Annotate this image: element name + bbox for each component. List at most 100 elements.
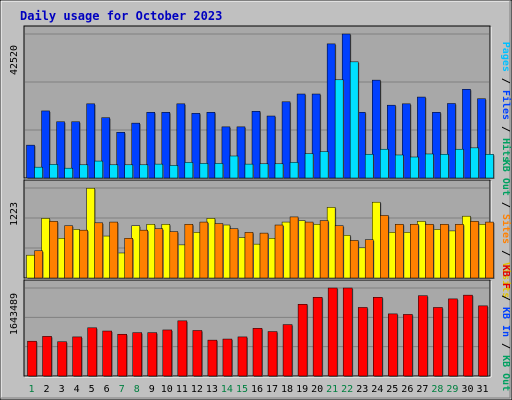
bar-pages-day-9	[154, 163, 164, 179]
x-tick-day-10: 10	[161, 384, 173, 395]
bar-pages-day-20	[319, 151, 329, 179]
bar-files-day-20	[311, 93, 321, 179]
bar-kb-f-day-7	[117, 333, 127, 377]
panels: 42520 Pages / Files / Hits 1223 KB Out / Si…	[9, 25, 512, 391]
bar-kb-f-day-20	[312, 297, 323, 377]
x-tick-day-9: 9	[149, 384, 155, 395]
bar-files-day-18	[281, 101, 291, 179]
x-tick-day-3: 3	[59, 384, 65, 395]
bar-kb-f-day-30	[463, 294, 473, 377]
x-tick-day-13: 13	[206, 384, 218, 395]
bar-sites-day-22	[349, 240, 359, 279]
bar-kb-f-day-18	[282, 324, 293, 377]
bar-kb-f-day-26	[403, 314, 413, 377]
bar-kb-f-day-2	[42, 336, 52, 377]
x-tick-day-12: 12	[191, 384, 203, 395]
bar-kb-f-day-25	[388, 313, 398, 377]
bar-sites-day-1	[34, 250, 43, 279]
bar-files-day-30	[462, 89, 471, 179]
bar-kb-f-day-22	[342, 287, 353, 377]
bar-files-day-26	[402, 103, 411, 179]
bar-kb-f-day-12	[192, 330, 203, 377]
bar-sites-day-23	[364, 239, 374, 279]
bar-kb-f-day-11	[177, 320, 188, 377]
bar-sites-day-12	[199, 221, 209, 279]
bar-files-day-27	[417, 96, 426, 179]
panel-bottom: 1643489 KB F / KB In / KB Out	[9, 265, 511, 391]
bar-kb-f-day-28	[433, 307, 443, 377]
bar-kb-f-day-9	[147, 332, 158, 377]
bar-kb-f-day-15	[237, 336, 248, 377]
x-tick-day-4: 4	[74, 384, 80, 395]
bar-kb-f-day-14	[222, 338, 233, 377]
bar-files-day-3	[56, 121, 65, 179]
panel-middle-max-label: 1223	[9, 202, 20, 226]
bar-visits-day-1	[26, 254, 35, 279]
bar-files-day-16	[251, 111, 261, 179]
x-tick-day-27: 27	[416, 384, 428, 395]
bar-pages-day-27	[425, 153, 434, 179]
bar-kb-f-day-27	[418, 295, 428, 377]
bar-files-day-4	[71, 121, 80, 179]
legend-entry: Sites	[500, 214, 512, 244]
x-tick-day-8: 8	[134, 384, 140, 395]
bar-files-day-5	[86, 103, 95, 179]
bar-pages-day-3	[64, 167, 73, 179]
bar-pages-day-30	[470, 147, 479, 179]
x-tick-day-7: 7	[119, 384, 125, 395]
x-tick-day-20: 20	[311, 384, 323, 395]
x-tick-day-15: 15	[236, 384, 248, 395]
bar-files-day-14	[221, 126, 231, 179]
x-tick-day-21: 21	[326, 384, 338, 395]
bar-sites-day-15	[244, 232, 254, 279]
bar-pages-day-26	[410, 156, 419, 179]
bar-pages-day-8	[139, 164, 148, 179]
bar-pages-day-10	[169, 165, 179, 179]
x-tick-day-24: 24	[371, 384, 383, 395]
bar-pages-day-13	[214, 163, 224, 179]
bar-pages-day-1	[34, 166, 43, 179]
panel-top-legend: Pages / Files / Hits	[500, 42, 512, 162]
bar-pages-day-25	[395, 154, 404, 179]
legend-entry: KB F	[500, 265, 511, 289]
bar-pages-day-2	[49, 164, 58, 179]
bar-sites-day-6	[109, 221, 118, 279]
bar-sites-day-10	[169, 231, 179, 279]
x-tick-day-29: 29	[446, 384, 458, 395]
bar-sites-day-11	[184, 224, 194, 279]
bar-pages-day-14	[229, 155, 239, 179]
bar-pages-day-23	[364, 154, 374, 179]
bar-sites-day-30	[470, 221, 479, 279]
x-tick-day-28: 28	[431, 384, 443, 395]
bar-sites-day-25	[395, 224, 404, 279]
bar-kb-f-day-19	[297, 304, 308, 377]
x-tick-day-30: 30	[461, 384, 473, 395]
bar-files-day-28	[432, 112, 441, 179]
bar-sites-day-28	[440, 224, 449, 279]
bar-kb-f-day-23	[357, 307, 368, 377]
bar-sites-day-17	[274, 224, 284, 279]
bar-sites-day-2	[49, 221, 58, 279]
legend-entry: /	[500, 120, 511, 138]
bar-sites-day-5	[94, 222, 103, 279]
bar-pages-day-4	[79, 164, 88, 179]
bar-kb-f-day-10	[162, 329, 173, 377]
bar-sites-day-19	[304, 221, 314, 279]
legend-entry: Hits	[500, 138, 512, 162]
bar-files-day-6	[101, 117, 110, 179]
bar-files-day-11	[176, 103, 186, 179]
panel-bottom-legend: KB F / KB In / KB Out	[500, 265, 511, 391]
bar-sites-day-18	[289, 216, 299, 279]
bar-sites-day-21	[334, 225, 344, 279]
bar-kb-f-day-6	[102, 330, 112, 377]
bar-files-day-12	[191, 113, 201, 179]
bar-files-day-15	[236, 126, 246, 179]
bar-files-day-9	[146, 112, 156, 179]
bar-kb-f-day-17	[267, 331, 278, 377]
bar-files-day-2	[41, 110, 50, 179]
chart-title: Daily usage for October 2023	[20, 9, 222, 23]
bar-sites-day-24	[380, 215, 389, 279]
x-tick-day-19: 19	[296, 384, 308, 395]
legend-entry: Pages	[500, 42, 511, 72]
panel-middle-legend: KB Out / Sites / Visits	[500, 160, 512, 298]
